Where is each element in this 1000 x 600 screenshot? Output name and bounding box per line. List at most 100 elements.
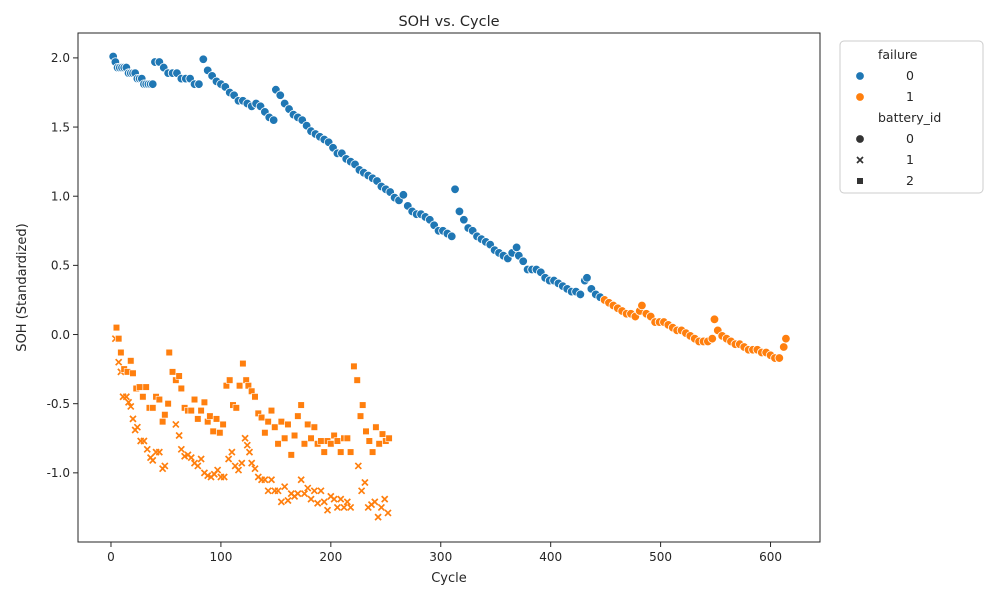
data-point — [575, 289, 586, 300]
data-point — [518, 256, 528, 266]
data-point — [264, 418, 272, 426]
x-axis-label: Cycle — [431, 571, 467, 586]
data-point — [149, 456, 157, 464]
data-point — [194, 462, 202, 470]
data-point — [177, 445, 185, 453]
data-point — [307, 434, 315, 442]
data-point — [172, 420, 180, 429]
data-point — [284, 496, 292, 505]
data-point — [330, 495, 338, 503]
x-tick-label: 200 — [319, 550, 342, 564]
data-point — [320, 498, 328, 506]
data-point — [267, 407, 276, 415]
data-point — [281, 483, 289, 491]
data-point — [112, 324, 121, 332]
data-point — [347, 503, 355, 512]
data-point — [197, 407, 205, 415]
data-point — [287, 451, 295, 459]
data-point — [140, 437, 148, 445]
y-tick-label: 1.0 — [51, 190, 70, 204]
data-point — [243, 441, 251, 449]
x-tick-label: 0 — [107, 550, 115, 564]
chart-title: SOH vs. Cycle — [398, 14, 499, 30]
data-point — [206, 412, 214, 420]
data-point — [129, 369, 137, 377]
data-point — [781, 333, 791, 344]
data-point — [161, 462, 169, 470]
data-point — [337, 495, 345, 503]
data-point — [323, 506, 332, 514]
data-point — [177, 384, 185, 393]
data-point — [333, 437, 342, 445]
data-point — [310, 487, 318, 495]
data-point — [224, 455, 233, 463]
x-tick-label: 500 — [649, 550, 672, 564]
data-point — [187, 454, 195, 462]
data-point — [447, 231, 457, 242]
data-point — [707, 333, 717, 344]
x-tick-label: 300 — [429, 550, 452, 564]
data-point — [234, 466, 243, 474]
data-point — [115, 358, 123, 366]
data-point — [124, 398, 133, 406]
data-point — [304, 484, 312, 492]
data-point — [148, 79, 158, 89]
plot-frame — [77, 32, 821, 543]
data-point — [277, 498, 285, 506]
data-point — [194, 415, 202, 423]
data-point — [361, 478, 369, 487]
data-point — [239, 359, 247, 368]
y-tick-label: -1.0 — [47, 466, 70, 480]
legend-style-label: 2 — [906, 173, 914, 188]
data-point — [155, 448, 163, 456]
data-point — [200, 398, 209, 406]
data-point — [122, 393, 130, 401]
data-point — [290, 431, 299, 440]
y-tick-label: -0.5 — [47, 397, 70, 411]
data-point — [343, 498, 351, 506]
y-tick-label: 0.5 — [51, 259, 70, 273]
data-point — [257, 413, 266, 422]
legend-hue-label: 0 — [906, 68, 914, 83]
data-point — [235, 382, 244, 390]
data-point — [175, 372, 183, 380]
data-point — [267, 476, 276, 484]
data-point — [164, 400, 172, 408]
legend-marker — [855, 71, 865, 81]
data-point — [175, 431, 183, 440]
y-tick-label: 0.0 — [51, 328, 70, 342]
data-point — [381, 495, 389, 503]
data-point — [115, 335, 123, 343]
data-point — [209, 427, 217, 435]
data-point — [294, 489, 302, 498]
data-point — [511, 242, 522, 253]
legend-style-label: 1 — [906, 152, 914, 167]
data-point — [347, 448, 355, 456]
data-point — [159, 418, 167, 426]
legend-style-label: 0 — [906, 131, 914, 146]
data-point — [300, 440, 309, 448]
data-point — [371, 498, 379, 506]
data-point — [133, 423, 141, 431]
data-point — [264, 487, 272, 495]
data-point — [219, 420, 227, 429]
data-point — [297, 476, 305, 484]
data-point — [248, 459, 256, 467]
data-point — [168, 368, 177, 376]
data-point — [197, 455, 205, 463]
data-point — [261, 476, 269, 484]
data-point — [356, 412, 365, 420]
data-point — [261, 429, 269, 437]
data-point — [343, 434, 351, 442]
data-point — [314, 499, 322, 507]
data-point — [374, 513, 382, 521]
data-point — [271, 423, 279, 431]
data-marks — [108, 51, 791, 521]
data-point — [220, 473, 228, 481]
data-point — [637, 300, 647, 311]
data-point — [317, 487, 325, 495]
data-point — [238, 459, 246, 467]
data-point — [582, 273, 592, 283]
data-point — [129, 415, 137, 423]
